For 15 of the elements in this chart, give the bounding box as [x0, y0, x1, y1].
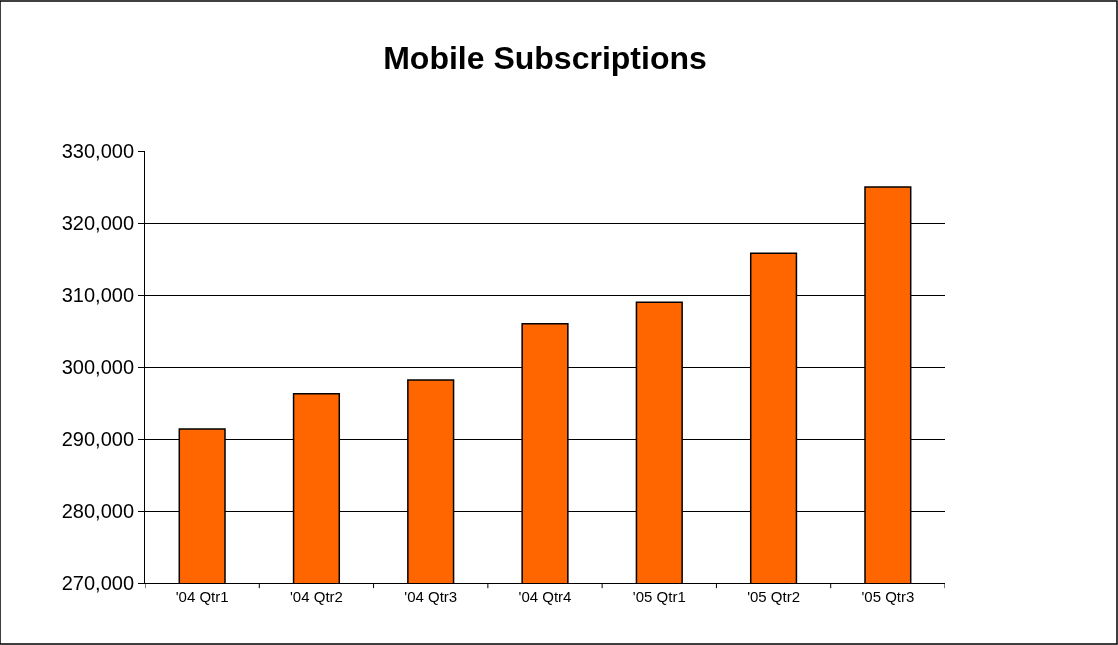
x-tick-label: '04 Qtr1 [175, 588, 229, 605]
x-tick-label: '05 Qtr3 [861, 588, 915, 605]
y-tick-label: 280,000 [61, 500, 134, 522]
y-tick-label: 320,000 [61, 212, 134, 234]
chart-title: Mobile Subscriptions [383, 40, 707, 77]
x-tick-label: '05 Qtr1 [632, 588, 686, 605]
y-tick-label: 310,000 [61, 284, 134, 306]
x-tick-label: '05 Qtr2 [747, 588, 801, 605]
x-tick-label: '04 Qtr3 [404, 588, 458, 605]
x-tick-label: '04 Qtr2 [289, 588, 343, 605]
y-tick-label: 290,000 [61, 428, 134, 450]
y-tick-label: 330,000 [61, 140, 134, 162]
y-tick-label: 270,000 [61, 572, 134, 594]
x-tick-label: '04 Qtr4 [518, 588, 572, 605]
y-tick-label: 300,000 [61, 356, 134, 378]
